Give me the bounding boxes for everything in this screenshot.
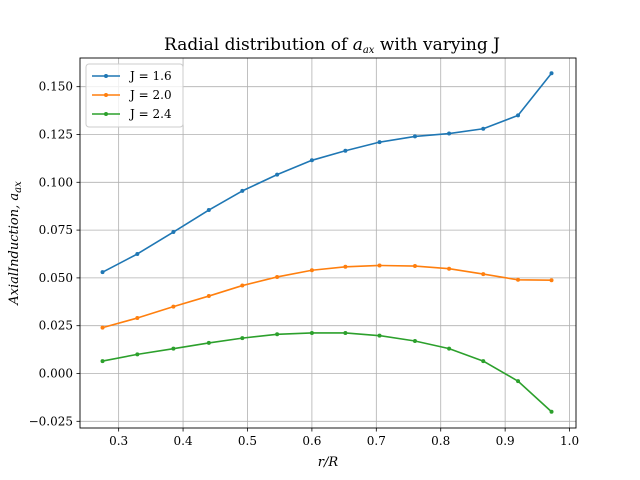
- data-point: [412, 264, 417, 269]
- data-point: [275, 332, 280, 337]
- data-point: [549, 409, 554, 414]
- data-point: [309, 158, 314, 163]
- data-point: [171, 230, 176, 235]
- data-point: [447, 266, 452, 271]
- x-axis: 0.3 0.4 0.5 0.6 0.7 0.8 0.9 1.0: [109, 428, 579, 448]
- y-axis-label: AxialInduction, aax: [7, 181, 24, 306]
- x-tick-label: 0.3: [109, 434, 128, 448]
- data-point: [343, 264, 348, 269]
- data-point: [343, 148, 348, 153]
- y-tick-label: −0.025: [29, 414, 73, 428]
- x-tick-label: 0.5: [238, 434, 257, 448]
- legend-marker: [104, 93, 108, 97]
- data-point: [377, 333, 382, 338]
- data-point: [516, 277, 521, 282]
- y-tick-label: 0.025: [39, 319, 73, 333]
- data-point: [516, 113, 521, 118]
- data-point: [135, 251, 140, 256]
- data-point: [447, 131, 452, 136]
- y-tick-label: 0.075: [39, 223, 73, 237]
- series-line-0: [102, 72, 553, 273]
- legend-box: [85, 63, 184, 128]
- y-tick-label: 0.050: [39, 271, 73, 285]
- data-point: [412, 134, 417, 139]
- data-point: [309, 268, 314, 273]
- data-point: [275, 172, 280, 177]
- data-point: [481, 359, 486, 364]
- x-axis-label: r/R: [318, 455, 339, 470]
- data-point: [343, 330, 348, 335]
- data-point: [240, 283, 245, 288]
- legend-label: J = 1.6: [128, 69, 172, 83]
- y-tick-label: 0.100: [39, 175, 73, 189]
- data-point: [206, 340, 211, 345]
- data-point: [377, 263, 382, 268]
- series-lines: [100, 71, 554, 414]
- data-point: [240, 336, 245, 341]
- data-point: [206, 208, 211, 213]
- data-point: [135, 316, 140, 321]
- data-point: [377, 140, 382, 145]
- grid: [80, 58, 576, 428]
- x-tick-label: 0.4: [174, 434, 193, 448]
- data-point: [100, 270, 105, 275]
- data-point: [100, 359, 105, 364]
- x-tick-label: 0.8: [431, 434, 450, 448]
- x-tick-label: 0.6: [302, 434, 321, 448]
- plot-frame: [79, 57, 577, 429]
- x-tick-label: 0.7: [367, 434, 386, 448]
- data-point: [171, 304, 176, 309]
- series-line-1: [102, 264, 552, 329]
- data-point: [206, 294, 211, 299]
- data-point: [516, 379, 521, 384]
- y-tick-label: 0.150: [39, 80, 73, 94]
- data-point: [100, 325, 105, 330]
- y-tick-label: 0.125: [39, 127, 73, 141]
- data-point: [412, 338, 417, 343]
- series-line-2: [102, 332, 553, 413]
- legend: J = 1.6 J = 2.0 J = 2.4: [85, 63, 184, 128]
- data-point: [481, 126, 486, 131]
- chart-title: Radial distribution of aax with varying …: [164, 35, 500, 56]
- y-axis: −0.025 0.000 0.025 0.050 0.075 0.100 0.125 0.15…: [29, 80, 80, 428]
- legend-marker: [104, 112, 108, 116]
- data-point: [549, 278, 554, 283]
- data-point: [309, 330, 314, 335]
- data-point: [275, 274, 280, 279]
- x-tick-label: 0.9: [496, 434, 515, 448]
- data-point: [135, 352, 140, 357]
- data-point: [240, 188, 245, 193]
- y-tick-label: 0.000: [39, 367, 73, 381]
- legend-marker: [104, 74, 108, 78]
- data-point: [549, 71, 554, 76]
- legend-label: J = 2.4: [128, 107, 172, 121]
- x-tick-label: 1.0: [560, 434, 579, 448]
- data-point: [481, 272, 486, 277]
- data-point: [447, 346, 452, 351]
- legend-label: J = 2.0: [128, 88, 172, 102]
- data-point: [171, 346, 176, 351]
